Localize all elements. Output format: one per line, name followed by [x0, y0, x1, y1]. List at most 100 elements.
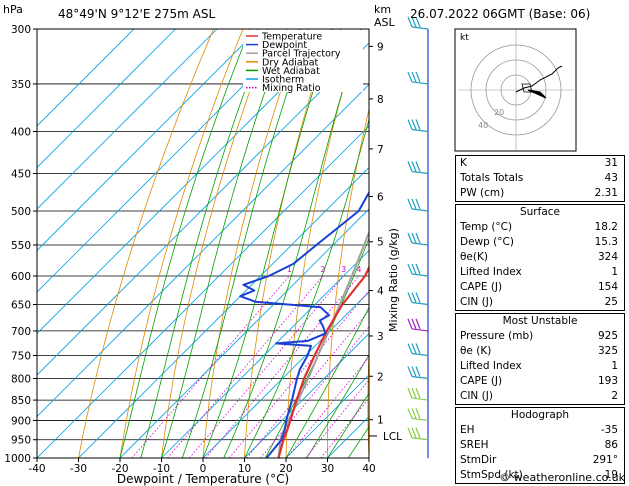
- pressure-tick-label: 750: [11, 350, 31, 362]
- pressure-tick-label: 350: [11, 79, 31, 91]
- wind-barb-flag: [407, 343, 413, 354]
- wet-adiabat-line: [181, 29, 309, 458]
- wind-barb-flag: [411, 318, 417, 330]
- hodograph-storm-arrow: [527, 89, 547, 99]
- wind-barb: [411, 352, 429, 357]
- pressure-tick-label: 400: [11, 127, 31, 139]
- wind-barb-flag: [407, 366, 413, 377]
- dry-adiabat-line: [78, 29, 214, 458]
- km-tick-label: 8: [377, 94, 384, 106]
- wind-barb-flag: [407, 318, 413, 330]
- wind-barb-flag: [411, 343, 417, 354]
- legend-entry: Dry Adiabat: [262, 57, 319, 68]
- mixing-ratio-line: [305, 379, 369, 458]
- wind-barb-flag: [407, 263, 413, 275]
- wind-barb-flag: [415, 263, 421, 275]
- isotherm-line: [161, 249, 369, 458]
- wet-adiabat-line: [161, 29, 288, 458]
- dry-adiabat-line: [119, 29, 244, 458]
- most-unstable-title: Most Unstable: [502, 315, 578, 327]
- mixing-ratio-axis-label: Mixing Ratio (g/kg): [387, 228, 400, 332]
- wind-barb-flag: [407, 408, 413, 419]
- pressure-tick-label: 650: [11, 300, 31, 312]
- wind-barb-flag: [407, 387, 413, 399]
- copyright-footer: © weatheronline.co.uk: [499, 471, 625, 484]
- wind-barb: [411, 81, 429, 85]
- mixing-ratio-line: [205, 275, 360, 458]
- isotherm-line: [285, 374, 369, 458]
- wind-barb-flag: [411, 232, 417, 244]
- isotherm-line: [37, 42, 369, 376]
- x-tick-label: -20: [111, 463, 128, 475]
- km-tick-label: 6: [377, 191, 384, 203]
- x-tick-label: -30: [70, 463, 87, 475]
- wet-adiabat-line: [285, 306, 369, 458]
- wind-barb: [411, 301, 429, 306]
- wet-adiabat-line: [119, 29, 251, 458]
- pressure-tick-label: 600: [11, 271, 31, 283]
- wind-barb-flag: [407, 198, 413, 210]
- isotherm-line: [202, 291, 369, 458]
- isotherm-line: [37, 29, 342, 335]
- km-tick-label: 4: [377, 286, 384, 298]
- hodograph-kt-label: kt: [460, 33, 469, 43]
- surface-panel: Surface Temp (°C) 18.2 Dewp (°C) 15.3 θe(K…: [455, 204, 625, 311]
- mixing-ratio-tick-label: 3: [341, 265, 346, 274]
- wind-barb-flag: [411, 387, 417, 399]
- wind-barb-flag: [415, 408, 421, 419]
- wind-barb-flag: [407, 161, 413, 172]
- mixing-ratio-line: [131, 275, 290, 458]
- pressure-tick-label: 450: [11, 168, 31, 180]
- wind-barb: [411, 328, 429, 332]
- wind-barb-flag: [407, 71, 413, 83]
- legend-entry: Mixing Ratio: [262, 83, 321, 94]
- wind-barb: [411, 273, 429, 277]
- wind-barb: [411, 242, 429, 246]
- wind-barb-flag: [415, 292, 421, 303]
- wind-barb-flag: [411, 366, 417, 377]
- wind-barb-flag: [407, 427, 413, 438]
- pressure-tick-label: 300: [11, 24, 31, 36]
- km-tick-label: 9: [377, 41, 384, 53]
- isotherm-line: [37, 29, 176, 169]
- wind-barb-flag: [411, 71, 417, 83]
- asl-label: ASL: [374, 16, 396, 29]
- hodograph-ring-label: 40: [478, 121, 488, 130]
- pressure-tick-label: 550: [11, 240, 31, 252]
- mixing-ratio-line: [246, 310, 369, 458]
- hodograph-panel: Hodograph EH -35 SREH 86 StmDir 291° StmSpd…: [455, 407, 625, 484]
- wind-barb-flag: [411, 408, 417, 419]
- legend-entry: Temperature: [261, 32, 322, 43]
- index-row: K 31: [460, 157, 618, 169]
- km-tick-label: 1: [377, 415, 384, 427]
- dry-adiabat-line: [367, 343, 369, 458]
- wet-adiabat-line: [327, 392, 369, 458]
- isotherm-line: [37, 29, 301, 293]
- surface-title: Surface: [519, 206, 560, 218]
- index-row: Totals Totals 43: [460, 172, 618, 184]
- pressure-tick-label: 900: [11, 415, 31, 427]
- pressure-tick-label: 800: [11, 373, 31, 385]
- wet-adiabat-line: [306, 354, 369, 458]
- wind-barb-flag: [407, 119, 413, 130]
- wind-barb: [411, 170, 429, 175]
- hodograph-trace: [515, 65, 563, 93]
- isotherm-line: [37, 29, 259, 252]
- datetime-label: 26.07.2022 06GMT (Base: 06): [410, 7, 591, 21]
- pressure-tick-label: 500: [11, 206, 31, 218]
- hodograph-title: Hodograph: [510, 409, 570, 421]
- wind-barb-flag: [415, 198, 421, 210]
- wind-barb-flag: [415, 366, 421, 377]
- legend-entry: Wet Adiabat: [262, 66, 320, 77]
- km-tick-label: 3: [377, 331, 384, 343]
- x-tick-label: -40: [28, 463, 45, 475]
- dry-adiabat-line: [244, 29, 332, 458]
- wind-barb-flag: [415, 232, 421, 244]
- wind-barb-flag: [411, 263, 417, 275]
- wind-barb-flag: [415, 427, 421, 438]
- wind-barb-flag: [415, 161, 421, 172]
- temperature-line: [277, 264, 369, 458]
- pressure-tick-label: 850: [11, 395, 31, 407]
- x-tick-label: -10: [153, 463, 170, 475]
- mixing-ratio-tick-label: 15: [431, 265, 441, 274]
